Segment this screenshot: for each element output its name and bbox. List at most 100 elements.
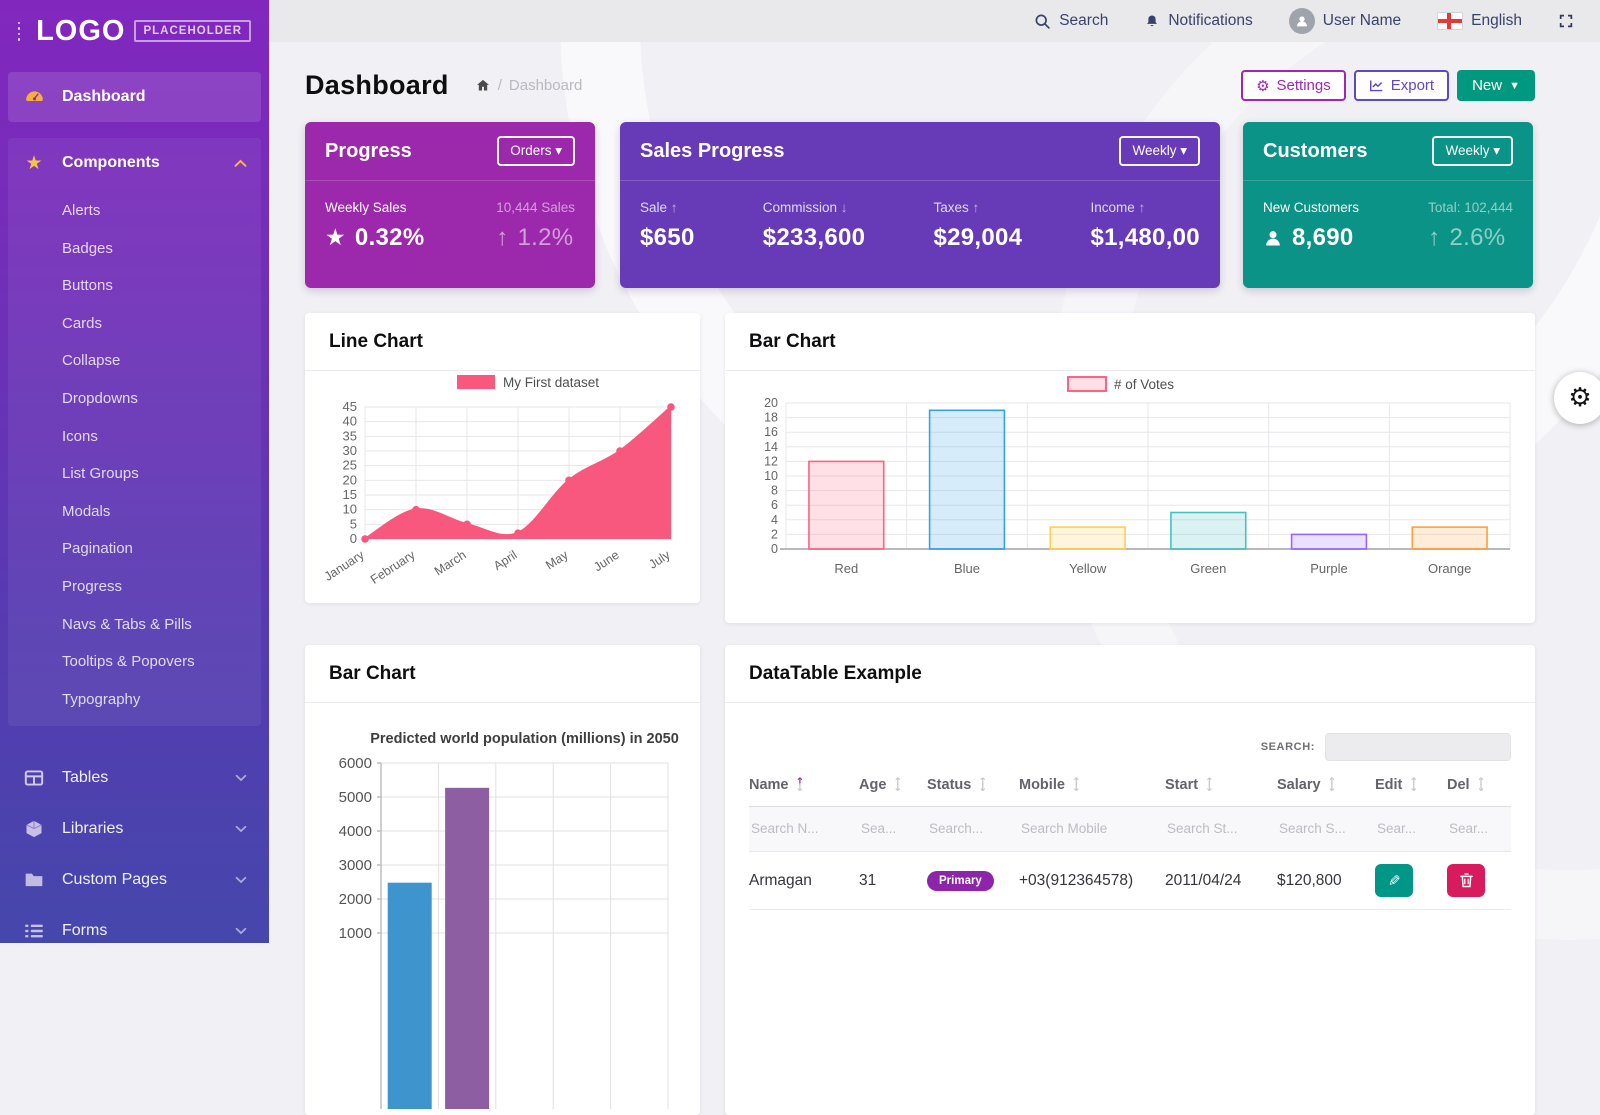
sidebar-item-navs-tabs-pills[interactable]: Navs & Tabs & Pills (62, 615, 192, 633)
topbar-language[interactable]: English (1437, 12, 1522, 30)
sidebar-item-list-groups[interactable]: List Groups (62, 465, 139, 483)
column-header-del[interactable]: Del ↑ ↓ (1447, 776, 1486, 794)
sidebar-item-collapse[interactable]: Collapse (62, 352, 121, 370)
weekly-dropdown[interactable]: Weekly ▾ (1119, 136, 1200, 166)
population-bar-chart: Predicted world population (millions) in… (338, 731, 678, 1109)
sidebar-group-custom-pages[interactable]: Custom Pages (0, 854, 269, 905)
sidebar-item-modals[interactable]: Modals (62, 502, 111, 520)
export-button[interactable]: Export (1353, 70, 1450, 101)
cell-salary: $120,800 (1277, 871, 1342, 889)
chevron-down-icon (235, 774, 247, 782)
sort-icon: ↑ ↓ (893, 776, 903, 794)
column-header-edit[interactable]: Edit ↑ ↓ (1375, 776, 1419, 794)
england-flag-icon (1437, 12, 1464, 30)
svg-text:4: 4 (771, 513, 778, 527)
svg-text:35: 35 (342, 428, 356, 443)
column-header-start[interactable]: Start ↑ ↓ (1165, 776, 1214, 794)
avatar (1288, 8, 1315, 34)
column-header-age[interactable]: Age ↑ ↓ (859, 776, 903, 794)
topbar: Search Notifications User Name English (269, 0, 1600, 42)
card-title: Sales Progress (640, 139, 785, 162)
sidebar-item-pagination[interactable]: Pagination (62, 540, 133, 558)
star-icon: ★ (325, 225, 346, 251)
sidebar-item-progress[interactable]: Progress (62, 577, 123, 595)
svg-text:12: 12 (764, 454, 778, 468)
table-header-row: Name ↑ ↓ Age ↑ ↓ Status ↑ ↓ Mobile ↑ ↓ Start ↑ ↓ Salary… (749, 763, 1511, 807)
cell-name: Armagan (749, 871, 812, 889)
orders-dropdown[interactable]: Orders ▾ (497, 136, 575, 166)
sidebar-item-dropdowns[interactable]: Dropdowns (62, 389, 138, 407)
sidebar-group-libraries[interactable]: Libraries (0, 803, 269, 854)
svg-text:6000: 6000 (338, 755, 371, 772)
sidebar-group-label: Custom Pages (62, 870, 167, 888)
sidebar-item-alerts[interactable]: Alerts (62, 202, 101, 219)
arrow-up-icon: ↑ (670, 200, 678, 215)
filter-input-age[interactable] (859, 820, 926, 837)
page-title: Dashboard (305, 70, 449, 100)
settings-fab[interactable]: ⚙ (1554, 372, 1600, 424)
sidebar-group-forms[interactable]: Forms (0, 905, 269, 956)
svg-text:Red: Red (834, 561, 858, 576)
logo: LOGO (36, 14, 126, 47)
settings-button[interactable]: ⚙ Settings (1241, 70, 1346, 101)
trash-icon (1459, 873, 1473, 888)
svg-text:1000: 1000 (338, 925, 371, 942)
sidebar-item-dashboard[interactable]: Dashboard (8, 72, 261, 122)
filter-input-salary[interactable] (1277, 820, 1372, 837)
table-filter-row (749, 807, 1511, 852)
sort-icon: ↑ ↓ (795, 776, 805, 794)
column-header-name[interactable]: Name ↑ ↓ (749, 776, 805, 794)
sidebar-item-badges[interactable]: Badges (62, 239, 113, 257)
topbar-user[interactable]: User Name (1288, 8, 1401, 34)
svg-text:February: February (368, 547, 418, 586)
filter-input-start[interactable] (1165, 820, 1273, 837)
column-header-status[interactable]: Status ↑ ↓ (927, 776, 988, 794)
svg-text:My First dataset: My First dataset (503, 375, 599, 390)
sidebar-item-typography[interactable]: Typography (62, 690, 141, 708)
chevron-down-icon (235, 825, 247, 833)
sort-icon: ↑ ↓ (1476, 776, 1486, 794)
delete-button[interactable] (1447, 864, 1485, 897)
weekly-dropdown[interactable]: Weekly ▾ (1432, 136, 1513, 166)
svg-text:Purple: Purple (1310, 561, 1348, 576)
filter-input-status[interactable] (927, 820, 1016, 837)
sidebar-group-tables[interactable]: Tables (0, 752, 269, 803)
sidebar-item-components[interactable]: ★ Components (8, 138, 261, 188)
home-icon[interactable] (475, 78, 491, 93)
customers-trend-stat: Total: 102,444 ↑ 2.6% (1428, 200, 1513, 251)
svg-text:Blue: Blue (954, 561, 980, 576)
fullscreen-button[interactable] (1558, 13, 1574, 29)
sidebar-group-label: Libraries (62, 819, 124, 837)
svg-text:4000: 4000 (338, 823, 371, 840)
table-row: Armagan 31 Primary +03(912364578) 2011/04/24… (749, 852, 1511, 910)
breadcrumb-separator: / (497, 77, 502, 94)
topbar-notifications[interactable]: Notifications (1144, 12, 1253, 30)
hamburger-menu-icon[interactable] (18, 21, 21, 41)
filter-input-name[interactable] (749, 820, 855, 837)
search-icon (1034, 13, 1051, 30)
column-header-mobile[interactable]: Mobile ↑ ↓ (1019, 776, 1081, 794)
arrow-up-icon: ↑ (972, 200, 980, 215)
sidebar-item-tooltips-popovers[interactable]: Tooltips & Popovers (62, 653, 195, 671)
datatable-panel: DataTable Example SEARCH: Name ↑ ↓ Age ↑ ↓ Sta… (725, 645, 1535, 1115)
bar-chart-panel: Bar Chart # of Votes 0 2 4 6 8 10 12 14 16 18 20 Red… (725, 313, 1535, 623)
chevron-down-icon (235, 927, 247, 935)
sidebar-item-icons[interactable]: Icons (62, 427, 98, 445)
filter-input-del[interactable] (1447, 820, 1510, 837)
filter-input-edit[interactable] (1375, 820, 1446, 837)
column-header-salary[interactable]: Salary ↑ ↓ (1277, 776, 1337, 794)
panel-title: DataTable Example (725, 645, 1535, 703)
new-button[interactable]: New ▼ (1457, 70, 1535, 101)
table-search-input[interactable] (1325, 733, 1511, 761)
svg-text:Yellow: Yellow (1069, 561, 1107, 576)
filter-input-mobile[interactable] (1019, 820, 1158, 837)
card-title: Progress (325, 139, 412, 162)
sidebar-item-cards[interactable]: Cards (62, 314, 103, 332)
sidebar-components-panel: ★ Components Alerts Badges Buttons Cards Col… (8, 138, 261, 727)
svg-text:20: 20 (342, 472, 356, 487)
panel-title: Line Chart (305, 313, 700, 371)
topbar-search[interactable]: Search (1034, 12, 1108, 30)
edit-button[interactable]: ✎ (1375, 864, 1413, 897)
sidebar-item-buttons[interactable]: Buttons (62, 277, 113, 295)
